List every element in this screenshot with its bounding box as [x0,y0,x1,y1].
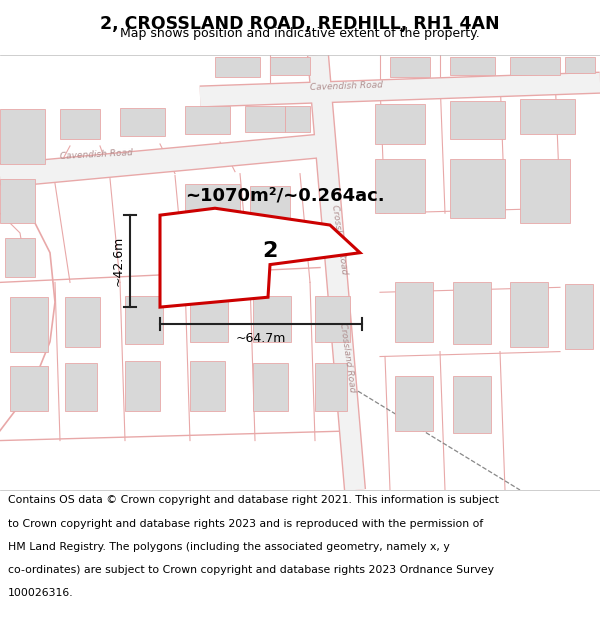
Polygon shape [160,208,360,307]
Bar [510,282,548,347]
Bar [65,298,100,347]
Bar [285,106,310,132]
Bar [390,57,430,77]
Bar [270,57,310,75]
Text: Crossland Road: Crossland Road [330,204,349,274]
Bar [510,57,560,75]
Bar [5,238,35,278]
Bar [60,109,100,139]
Bar [250,186,290,223]
Text: Map shows position and indicative extent of the property.: Map shows position and indicative extent… [120,27,480,39]
Bar [190,361,225,411]
Bar [450,101,505,139]
Text: Cavendish Road: Cavendish Road [60,148,133,161]
Text: ~1070m²/~0.264ac.: ~1070m²/~0.264ac. [185,186,385,204]
Text: co-ordinates) are subject to Crown copyright and database rights 2023 Ordnance S: co-ordinates) are subject to Crown copyr… [8,565,494,575]
Bar [375,159,425,213]
Bar [253,296,291,342]
Bar [520,159,570,223]
Bar [253,364,288,411]
Bar [453,376,491,432]
Bar [215,57,260,77]
Bar [190,294,228,342]
Bar [450,159,505,218]
Text: ~64.7m: ~64.7m [236,332,286,345]
Text: HM Land Registry. The polygons (including the associated geometry, namely x, y: HM Land Registry. The polygons (includin… [8,542,449,552]
Bar [375,104,425,144]
Text: 2: 2 [262,241,278,261]
Text: ~42.6m: ~42.6m [112,236,125,286]
Bar [65,364,97,411]
Bar [120,108,165,136]
Bar [565,57,595,72]
Bar [315,364,347,411]
Bar [395,282,433,342]
Bar [453,282,491,344]
Bar [185,106,230,134]
Text: Cavendish Road: Cavendish Road [310,80,383,92]
Bar [315,296,350,342]
Bar [0,109,45,164]
Text: 2, CROSSLAND ROAD, REDHILL, RH1 4AN: 2, CROSSLAND ROAD, REDHILL, RH1 4AN [100,16,500,33]
Text: 100026316.: 100026316. [8,588,73,598]
Bar [125,361,160,411]
Bar [565,284,593,349]
Text: Contains OS data © Crown copyright and database right 2021. This information is : Contains OS data © Crown copyright and d… [8,496,499,506]
Bar [450,57,495,75]
Bar [125,296,163,344]
Bar [185,184,240,225]
Bar [395,376,433,431]
Bar [520,99,575,134]
Bar [245,106,285,132]
Bar [10,366,48,411]
Bar [10,298,48,352]
Bar [0,179,35,223]
Text: to Crown copyright and database rights 2023 and is reproduced with the permissio: to Crown copyright and database rights 2… [8,519,483,529]
Text: Crossland Road: Crossland Road [338,322,357,393]
